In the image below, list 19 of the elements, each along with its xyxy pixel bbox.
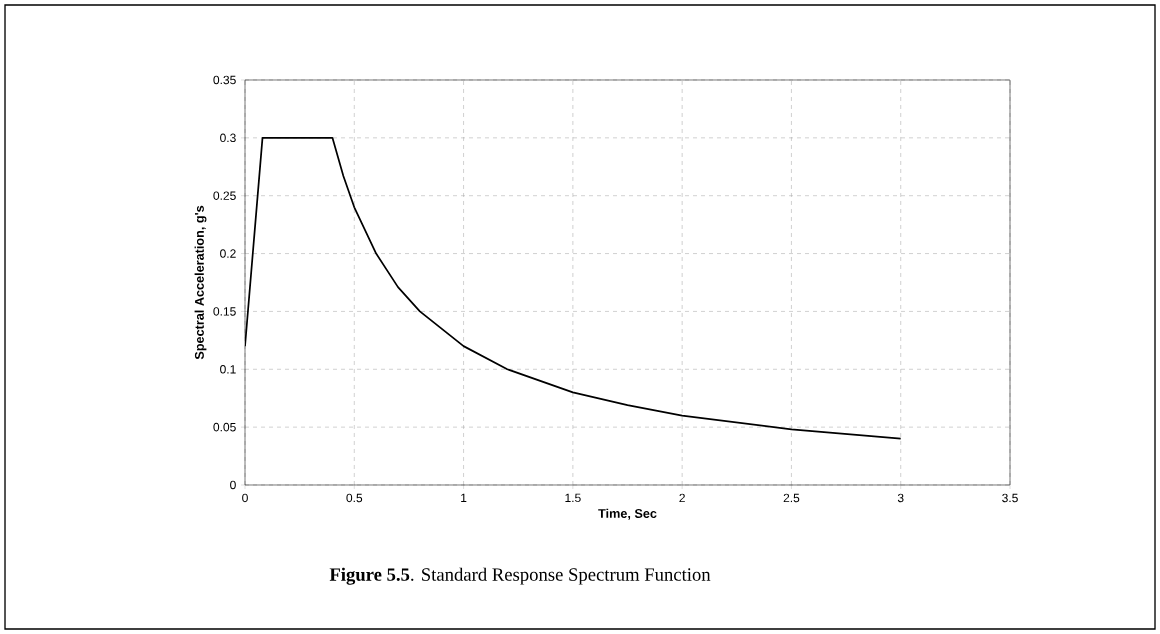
y-tick-label: 0.35 <box>213 75 236 85</box>
y-tick-label: 0.3 <box>220 133 236 143</box>
x-tick-label: 2 <box>679 493 685 503</box>
x-tick-label: 3.5 <box>1002 493 1018 503</box>
y-tick-label: 0.1 <box>220 365 236 374</box>
y-axis-title: Spectral Acceleration, g's <box>194 205 207 360</box>
text: Figure 5.5. Standard Response Spectrum Function <box>329 567 711 585</box>
y-tick-label: 0.15 <box>213 307 236 316</box>
x-tick-label: 2.5 <box>783 493 800 503</box>
x-tick-label: 0 <box>242 493 248 503</box>
x-tick-label: 3 <box>897 493 904 503</box>
y-tick-label: 0 <box>230 480 236 490</box>
y-tick-label: 0.2 <box>220 249 236 258</box>
x-tick-label: 1 <box>461 493 467 502</box>
x-tick-label: 1.5 <box>565 493 581 503</box>
y-tick-label: 0.05 <box>213 422 236 432</box>
y-tick-label: 0.25 <box>213 191 236 200</box>
x-tick-label: 0.5 <box>346 493 363 503</box>
x-axis-title: Time, Sec <box>598 508 657 520</box>
